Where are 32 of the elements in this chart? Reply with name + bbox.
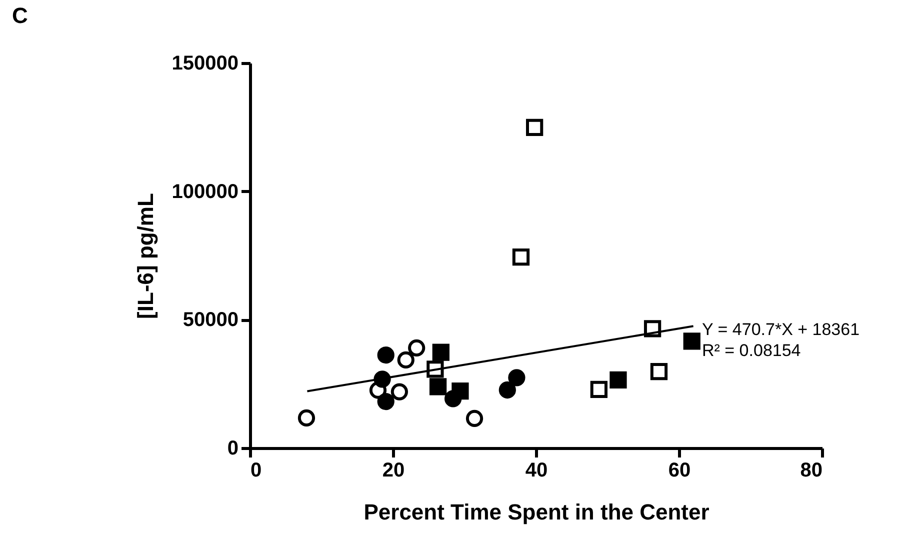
point bbox=[377, 346, 394, 364]
x-tick-label: 80 bbox=[800, 460, 822, 482]
point bbox=[526, 118, 544, 136]
y-tick-label: 50000 bbox=[182, 309, 238, 332]
y-axis-title: [IL-6] pg/mL bbox=[132, 193, 158, 319]
point bbox=[377, 392, 394, 410]
y-tick-label: 100000 bbox=[172, 180, 238, 203]
point bbox=[432, 344, 450, 361]
point bbox=[429, 378, 447, 396]
point bbox=[590, 380, 608, 398]
point bbox=[650, 362, 668, 380]
point bbox=[397, 351, 414, 369]
point bbox=[390, 383, 408, 400]
point bbox=[610, 371, 627, 389]
point bbox=[498, 381, 516, 399]
y-tick-label: 150000 bbox=[172, 52, 238, 74]
annotation: R² = 0.08154 bbox=[702, 341, 801, 360]
point bbox=[508, 369, 526, 386]
point bbox=[466, 410, 484, 428]
text: C bbox=[12, 3, 28, 28]
x-axis-title: Percent Time Spent in the Center bbox=[364, 500, 710, 524]
x-tick-label: 60 bbox=[668, 460, 691, 482]
x-tick-label: 20 bbox=[382, 460, 405, 482]
y-tick-label: 0 bbox=[227, 438, 238, 460]
point bbox=[512, 248, 530, 266]
x-tick-label: 40 bbox=[525, 460, 548, 482]
x-tick-label: 0 bbox=[250, 460, 262, 482]
point bbox=[683, 332, 700, 350]
annotation: Y = 470.7*X + 18361 bbox=[702, 320, 860, 339]
point bbox=[408, 339, 426, 356]
point bbox=[298, 409, 316, 427]
point bbox=[452, 382, 469, 400]
